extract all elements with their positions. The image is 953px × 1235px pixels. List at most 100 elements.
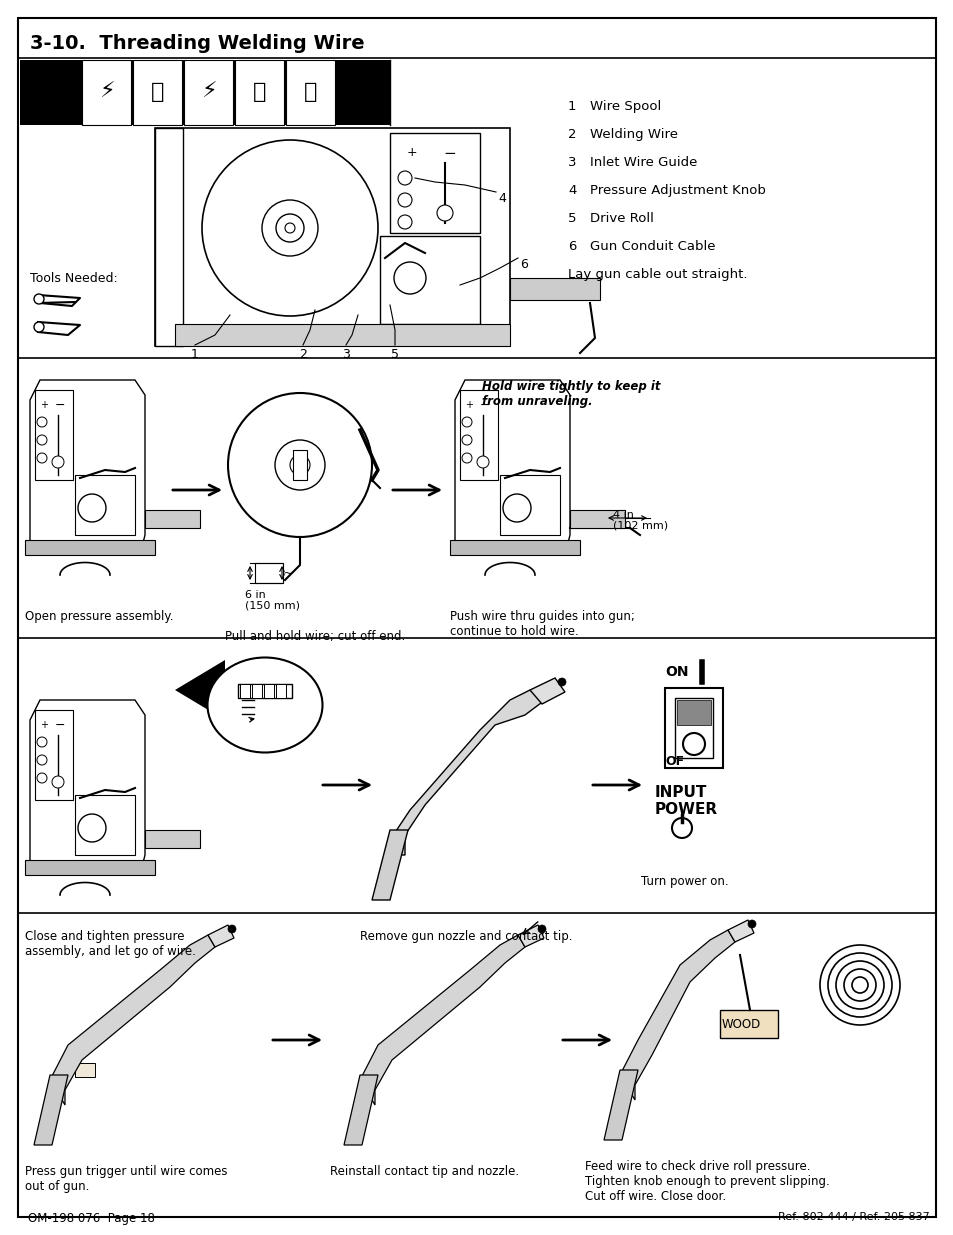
Text: Pull and hold wire; cut off end.: Pull and hold wire; cut off end. — [225, 630, 405, 643]
Text: Remove gun nozzle and contact tip.: Remove gun nozzle and contact tip. — [359, 930, 572, 944]
Bar — [379, 236, 479, 324]
Circle shape — [34, 294, 44, 304]
Text: 🔥: 🔥 — [253, 82, 267, 103]
Circle shape — [202, 140, 377, 316]
Circle shape — [671, 818, 691, 839]
Bar — [234, 61, 284, 125]
Text: Inlet Wire Guide: Inlet Wire Guide — [589, 156, 697, 169]
Bar — [184, 61, 233, 125]
Ellipse shape — [208, 657, 322, 752]
Circle shape — [262, 200, 317, 256]
Bar — [252, 684, 262, 698]
Text: OM-198 076  Page 18: OM-198 076 Page 18 — [28, 1212, 154, 1225]
Circle shape — [682, 734, 704, 755]
Text: Open pressure assembly.: Open pressure assembly. — [25, 610, 173, 622]
Text: Ref. 802 444 / Ref. 205 837: Ref. 802 444 / Ref. 205 837 — [778, 1212, 929, 1221]
Polygon shape — [455, 380, 569, 555]
Circle shape — [52, 776, 64, 788]
Text: Feed wire to check drive roll pressure.
Tighten knob enough to prevent slipping.: Feed wire to check drive roll pressure. … — [584, 1160, 829, 1203]
Text: Push wire thru guides into gun;
continue to hold wire.: Push wire thru guides into gun; continue… — [450, 610, 634, 638]
Bar — [720, 1010, 778, 1037]
Polygon shape — [30, 380, 145, 555]
Bar — [35, 390, 73, 480]
Bar — [275, 684, 286, 698]
Circle shape — [558, 678, 565, 685]
Polygon shape — [517, 925, 543, 947]
Text: !: ! — [46, 89, 54, 107]
Polygon shape — [727, 920, 753, 942]
Circle shape — [436, 205, 453, 221]
Bar — [240, 684, 250, 698]
Circle shape — [285, 224, 294, 233]
Circle shape — [78, 814, 106, 842]
Text: 5: 5 — [567, 212, 576, 225]
Text: ~: ~ — [282, 567, 293, 579]
Circle shape — [275, 214, 304, 242]
Bar — [677, 700, 710, 725]
Text: Tighten: Tighten — [241, 666, 289, 679]
Bar — [569, 510, 624, 529]
Polygon shape — [34, 1074, 68, 1145]
Polygon shape — [208, 925, 233, 947]
Text: 4: 4 — [567, 184, 576, 198]
Text: INPUT
POWER: INPUT POWER — [655, 785, 718, 818]
Circle shape — [476, 456, 489, 468]
Text: Hold wire tightly to keep it
from unraveling.: Hold wire tightly to keep it from unrave… — [481, 380, 659, 408]
Text: +: + — [406, 147, 416, 159]
Bar — [154, 128, 183, 346]
Polygon shape — [530, 678, 564, 704]
Circle shape — [461, 435, 472, 445]
Circle shape — [37, 773, 47, 783]
Text: +: + — [40, 400, 48, 410]
Text: ⚡: ⚡ — [99, 82, 114, 103]
Text: 5: 5 — [391, 348, 398, 361]
Bar — [35, 710, 73, 800]
Circle shape — [537, 925, 545, 932]
Text: Tools Needed:: Tools Needed: — [30, 272, 117, 285]
Bar — [145, 510, 200, 529]
Bar — [132, 61, 182, 125]
Text: −: − — [479, 399, 490, 411]
Circle shape — [747, 920, 755, 927]
Bar — [174, 324, 510, 346]
Circle shape — [397, 193, 412, 207]
Text: Pressure Adjustment Knob: Pressure Adjustment Knob — [589, 184, 765, 198]
Text: −: − — [54, 719, 65, 731]
Text: (150 mm): (150 mm) — [245, 600, 299, 610]
Text: +: + — [40, 720, 48, 730]
Bar — [264, 684, 274, 698]
Bar — [254, 563, 283, 583]
Circle shape — [274, 440, 325, 490]
Bar — [154, 128, 510, 346]
Text: Lay gun cable out straight.: Lay gun cable out straight. — [567, 268, 747, 282]
Text: 6: 6 — [519, 258, 527, 270]
Bar — [75, 795, 135, 855]
Bar — [82, 61, 131, 125]
Text: Welding Wire: Welding Wire — [589, 128, 678, 141]
Text: 1: 1 — [567, 100, 576, 112]
Text: ☞: ☞ — [465, 382, 476, 395]
Bar — [25, 860, 154, 876]
Text: Close and tighten pressure
assembly, and let go of wire.: Close and tighten pressure assembly, and… — [25, 930, 195, 958]
Text: OF: OF — [664, 755, 683, 768]
Text: +: + — [464, 400, 473, 410]
Text: ⚡: ⚡ — [201, 82, 216, 103]
Text: 3: 3 — [567, 156, 576, 169]
Bar — [145, 830, 200, 848]
Bar — [499, 475, 559, 535]
Text: −: − — [54, 399, 65, 411]
Polygon shape — [50, 935, 214, 1105]
Polygon shape — [603, 1070, 638, 1140]
Circle shape — [228, 393, 372, 537]
Circle shape — [37, 737, 47, 747]
Circle shape — [397, 215, 412, 228]
Circle shape — [34, 322, 44, 332]
Bar — [459, 390, 497, 480]
Text: Drive Roll: Drive Roll — [589, 212, 653, 225]
Circle shape — [37, 453, 47, 463]
Text: 2: 2 — [567, 128, 576, 141]
Text: 3-10.  Threading Welding Wire: 3-10. Threading Welding Wire — [30, 35, 364, 53]
Text: 1: 1 — [191, 348, 199, 361]
Circle shape — [461, 417, 472, 427]
Circle shape — [397, 170, 412, 185]
